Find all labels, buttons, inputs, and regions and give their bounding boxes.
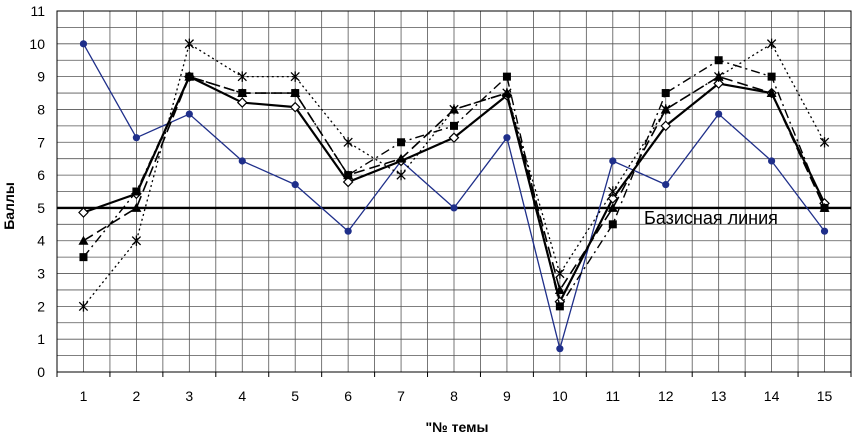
data-point (185, 72, 194, 81)
data-point (556, 345, 564, 353)
data-point (767, 72, 776, 81)
data-point (555, 302, 564, 311)
data-point (343, 137, 353, 148)
data-point (184, 38, 194, 50)
data-point (768, 157, 776, 165)
data-point (344, 227, 352, 235)
series-5 (78, 38, 830, 312)
data-point (662, 181, 670, 189)
data-point (714, 56, 723, 65)
data-point (236, 97, 248, 108)
data-point (661, 104, 671, 115)
data-point (820, 227, 829, 235)
data-point (396, 153, 407, 163)
data-point (661, 89, 670, 98)
data-point (820, 203, 829, 212)
y-tick-label: 8 (37, 101, 45, 117)
data-point (185, 110, 193, 118)
data-point (554, 284, 565, 294)
y-tick-label: 0 (37, 364, 45, 380)
data-point (78, 301, 89, 312)
y-tick-label: 3 (37, 266, 45, 282)
x-tick-label: 13 (711, 388, 727, 404)
data-point (715, 110, 723, 118)
data-point (79, 40, 88, 48)
data-point (503, 134, 511, 142)
data-point (290, 71, 300, 82)
data-point (237, 71, 247, 82)
data-point (396, 169, 406, 181)
x-tick-label: 1 (80, 388, 88, 404)
data-point (714, 71, 724, 82)
data-point (78, 235, 89, 245)
x-tick-label: 8 (450, 388, 458, 404)
y-tick-label: 1 (37, 331, 45, 347)
data-point (502, 87, 512, 99)
data-point (342, 176, 354, 188)
x-tick-label: 2 (133, 388, 141, 404)
data-point (449, 104, 459, 115)
data-point (131, 235, 142, 246)
data-point (132, 187, 141, 196)
data-point (555, 268, 565, 279)
y-tick-label: 7 (37, 134, 45, 150)
y-tick-label: 9 (37, 69, 45, 85)
data-point (448, 132, 460, 144)
series-layer (78, 38, 830, 353)
x-tick-label: 5 (291, 388, 299, 404)
data-point (78, 207, 89, 218)
data-point (608, 186, 618, 197)
x-tick-label: 11 (606, 388, 621, 404)
y-tick-label: 10 (29, 36, 45, 52)
data-point (819, 137, 830, 148)
data-point (238, 89, 247, 98)
data-point (132, 134, 140, 142)
y-axis-title: Баллы (1, 182, 17, 230)
x-tick-label: 6 (344, 388, 352, 404)
x-tick-label: 4 (238, 388, 246, 404)
plot-frame (56, 10, 852, 373)
data-point (291, 89, 300, 98)
baseline-label: Базисная линия (644, 208, 778, 228)
data-point (608, 220, 617, 229)
data-point (766, 38, 777, 50)
data-point (79, 253, 88, 262)
x-tick-label: 12 (658, 388, 674, 404)
series-4 (79, 56, 829, 311)
grid (56, 10, 852, 377)
y-tick-label: 6 (37, 167, 45, 183)
data-point (238, 157, 246, 165)
data-point (344, 171, 353, 180)
data-point (607, 202, 618, 212)
data-point (766, 88, 777, 98)
data-point (609, 157, 617, 165)
x-tick-label: 10 (552, 388, 568, 404)
data-point (502, 72, 511, 81)
x-tick-label: 15 (817, 388, 833, 404)
y-tick-label: 2 (37, 298, 45, 314)
x-tick-label: 14 (764, 388, 780, 404)
x-tick-label: 7 (397, 388, 405, 404)
data-point (713, 78, 725, 89)
data-point (289, 101, 301, 113)
x-tick-label: 3 (185, 388, 193, 404)
data-point (291, 181, 299, 189)
x-axis-title: "№ темы (426, 419, 489, 435)
data-point (660, 120, 672, 132)
data-point (450, 121, 458, 130)
x-tick-label: 9 (503, 388, 511, 404)
data-point (131, 202, 142, 212)
data-point (397, 138, 406, 147)
y-tick-label: 11 (30, 3, 45, 19)
data-point (450, 204, 458, 212)
y-tick-label: 4 (37, 233, 45, 249)
y-tick-label: 5 (37, 200, 45, 216)
